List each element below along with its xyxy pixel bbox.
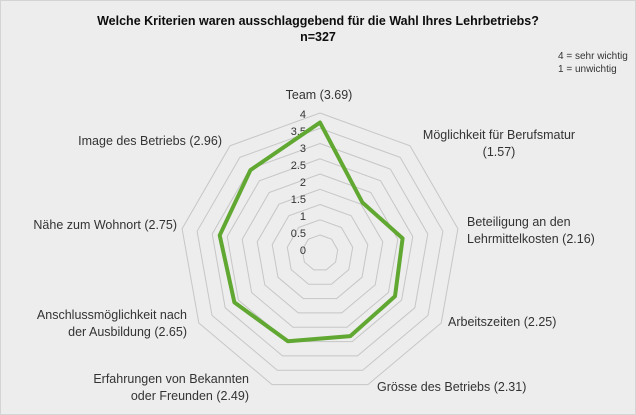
value-axis-tick: 2 [300,177,306,189]
value-axis-tick: 1 [300,211,306,223]
chart-subtitle: n=327 [300,30,336,44]
grid-ring [211,142,429,357]
grid-ring [286,219,354,285]
value-axis-tick: 0.5 [291,228,306,240]
category-label: Erfahrungen von Bekannten oder Freunden (… [93,372,249,403]
chart-title: Welche Kriterien waren ausschlaggebend f… [97,14,539,28]
grid-ring [226,158,414,343]
grid-ring [196,127,444,371]
chart-header: Welche Kriterien waren ausschlaggebend f… [1,13,635,45]
category-label: Möglichkeit für Berufsmatur (1.57) [422,128,576,159]
category-label: Grösse des Betriebs (2.31) [377,380,527,394]
grid-ring [256,188,384,314]
legend-scale-max: 4 = sehr wichtig [558,51,628,62]
category-label: Arbeitszeiten (2.25) [448,315,557,329]
category-label: Image des Betriebs (2.96) [78,134,222,148]
legend-scale-min: 1 = unwichtig [558,63,617,75]
grid-ring [181,112,459,386]
grid-ring [241,173,399,328]
value-axis-tick: 1.5 [291,194,306,206]
legend: 4 = sehr wichtig 1 = unwichtig [558,51,628,76]
grid-ring [271,203,369,300]
category-label: Team (3.69) [285,88,353,102]
category-label: Anschlussmöglichkeit nach der Ausbildung … [36,308,187,339]
grid-ring [301,234,339,271]
value-axis-tick: 4 [300,109,306,121]
category-label: Beteiligung an den Lehrmittelkosten (2.16… [467,215,595,246]
data-series-polygon [217,120,405,344]
category-label: Nähe zum Wohnort (2.75) [33,218,177,232]
value-axis-tick: 2.5 [291,160,306,172]
value-axis-tick: 0 [300,245,306,257]
value-axis-tick: 3 [300,143,306,155]
